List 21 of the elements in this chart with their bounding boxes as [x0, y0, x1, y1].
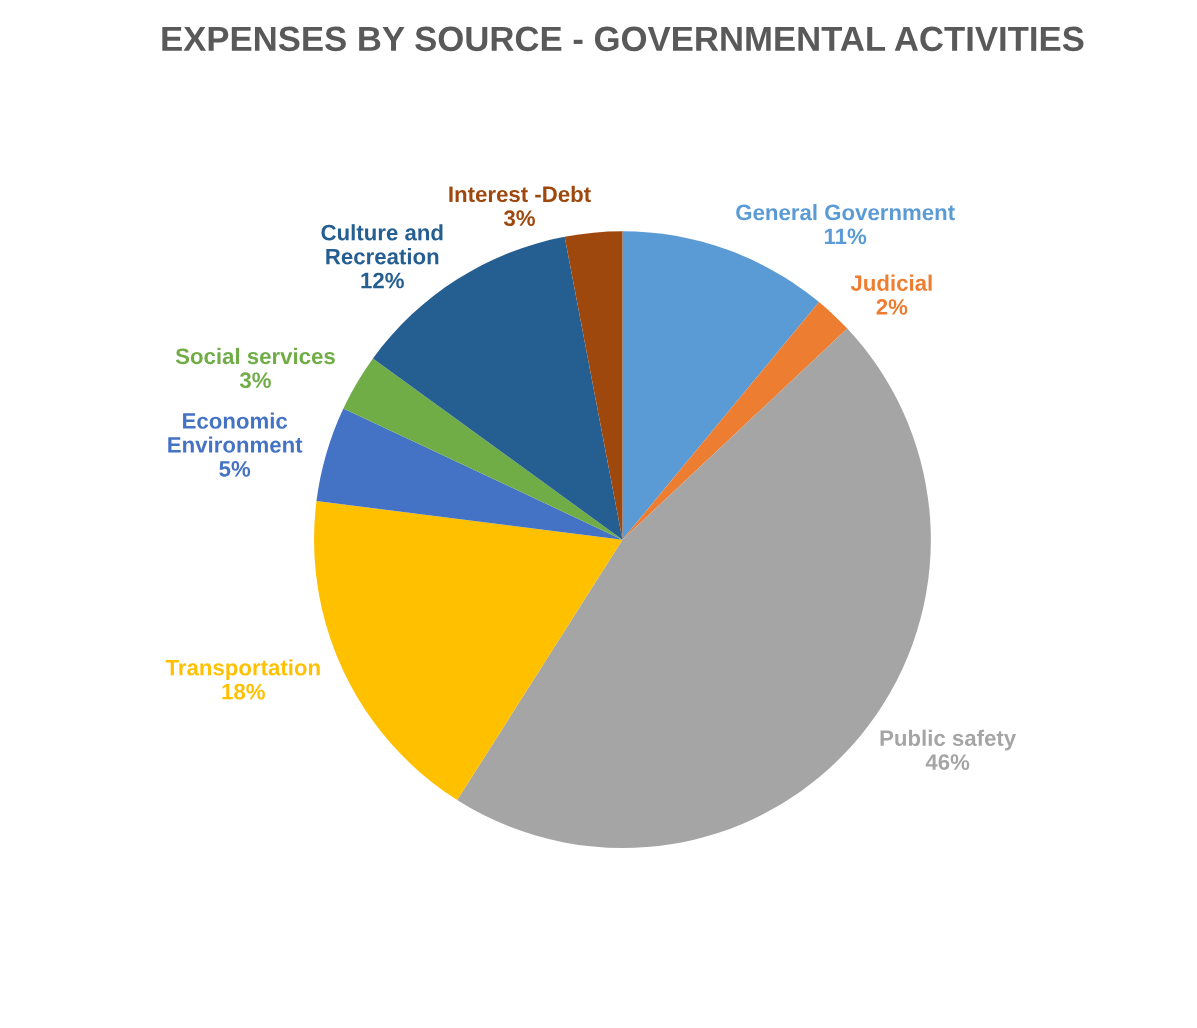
slice-label: Public safety — [880, 729, 1017, 751]
data-label: 12% — [361, 272, 404, 289]
data-label: 5% — [219, 461, 251, 477]
pie-slice — [622, 302, 848, 540]
pie-slice — [622, 231, 820, 540]
data-label: 18% — [222, 683, 265, 700]
data-label: 11% — [824, 228, 867, 245]
data-label: 2% — [876, 299, 908, 315]
slice-label: Economic Environment — [168, 412, 303, 453]
data-label: 3% — [503, 210, 535, 227]
data-label: 3% — [239, 372, 271, 389]
slice-label: Transportation — [165, 659, 320, 680]
pie-slice — [343, 358, 623, 540]
chart-title: EXPENSES BY SOURCE - GOVERNMENTAL ACTIVITIES — [162, 26, 1084, 52]
slice-label: Social services — [175, 347, 335, 365]
slice-label: Judicial — [850, 274, 932, 291]
slice-label: General Government — [736, 203, 955, 221]
slice-label: Culture and Recreation — [321, 224, 443, 265]
pie-slice — [316, 408, 623, 540]
slice-label: Interest -Debt — [449, 185, 591, 203]
data-label: 46% — [925, 754, 970, 770]
